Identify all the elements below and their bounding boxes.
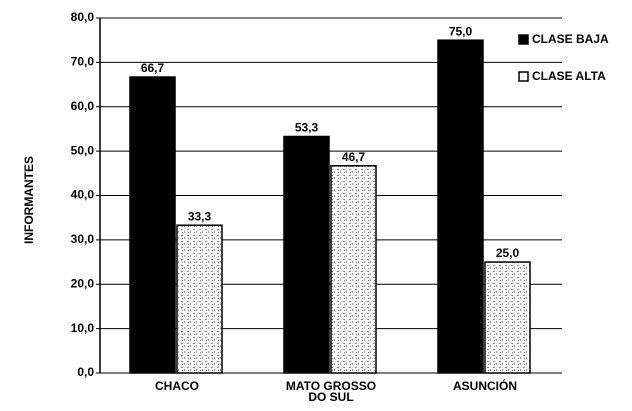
y-tick-label: 20,0 (71, 276, 95, 290)
bar (437, 39, 484, 374)
data-label: 46,7 (342, 150, 366, 164)
data-label: 75,0 (449, 24, 473, 38)
legend-swatch (518, 71, 529, 82)
y-tick-label: 30,0 (71, 232, 95, 246)
bar (176, 224, 223, 374)
y-tick-label: 80,0 (71, 10, 95, 24)
y-tick-label: 60,0 (71, 99, 95, 113)
bar (484, 261, 531, 374)
legend-label: CLASE ALTA (532, 69, 606, 83)
x-tick-label: CHACO (155, 379, 199, 393)
y-tick-label: 70,0 (71, 55, 95, 69)
x-tick-label: ASUNCIÓN (452, 379, 517, 393)
y-tick-label: 40,0 (71, 188, 95, 202)
bar (129, 76, 176, 374)
y-tick-label: 50,0 (71, 143, 95, 157)
legend-label: CLASE BAJA (532, 32, 609, 46)
data-label: 33,3 (188, 209, 212, 223)
y-axis-label: INFORMANTES (22, 156, 36, 244)
data-label: 66,7 (141, 61, 165, 75)
legend-swatch (518, 34, 529, 45)
y-tick-label: 0,0 (77, 365, 94, 379)
bar (283, 135, 330, 374)
x-tick-label: MATO GROSSO DO SUL (285, 379, 377, 404)
data-label: 25,0 (496, 246, 520, 260)
y-tick-label: 10,0 (71, 321, 95, 335)
data-label: 53,3 (295, 121, 319, 135)
bar (330, 165, 377, 374)
